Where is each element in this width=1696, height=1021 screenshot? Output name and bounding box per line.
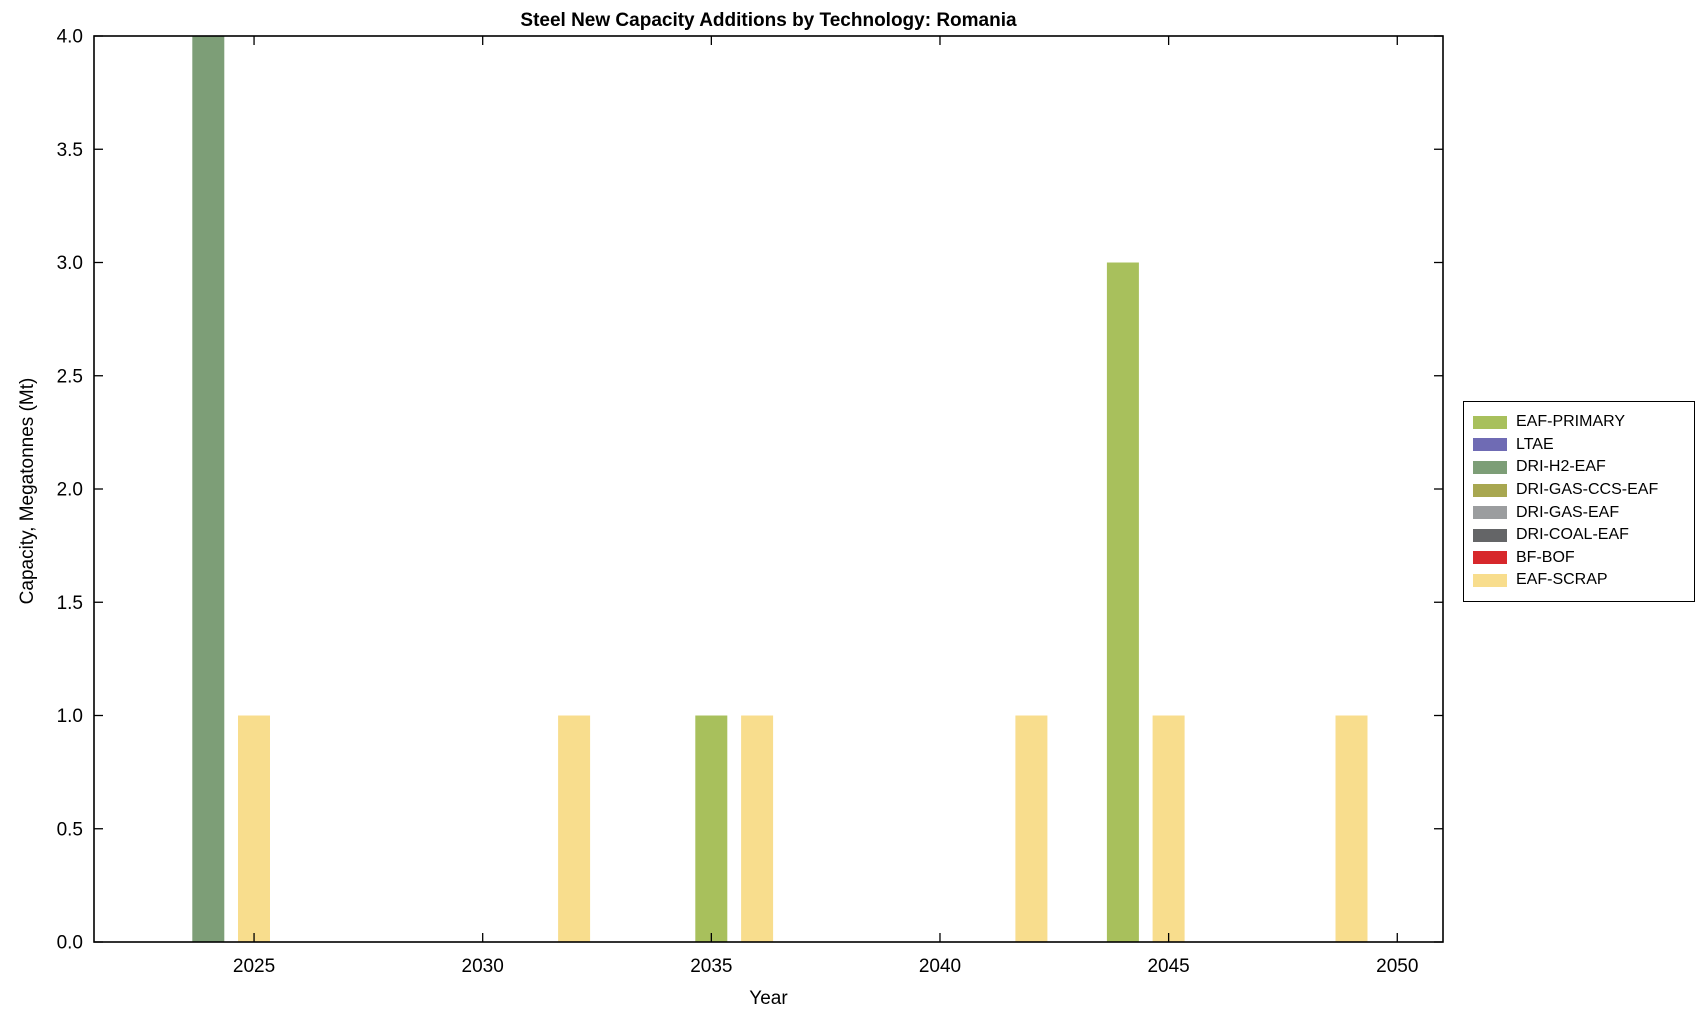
x-tick-label: 2045 xyxy=(1147,956,1189,977)
bar-eaf-scrap-2045 xyxy=(1152,715,1185,942)
y-tick-label: 3.0 xyxy=(57,253,83,274)
bar-eaf-scrap-2049 xyxy=(1335,715,1368,942)
legend-item-dri-gas-eaf: DRI-GAS-EAF xyxy=(1473,501,1684,524)
x-tick-label: 2040 xyxy=(919,956,961,977)
y-tick-label: 2.5 xyxy=(57,366,83,387)
y-tick-label: 2.0 xyxy=(57,480,83,501)
legend-label: DRI-GAS-CCS-EAF xyxy=(1516,481,1659,499)
legend-swatch-dri-gas-ccs-eaf xyxy=(1473,483,1507,497)
legend-swatch-dri-gas-eaf xyxy=(1473,506,1507,520)
x-tick-label: 2025 xyxy=(233,956,275,977)
legend-swatch-bf-bof xyxy=(1473,551,1507,565)
legend-swatch-eaf-scrap xyxy=(1473,573,1507,587)
legend-label: LTAE xyxy=(1516,435,1554,453)
bar-eaf-scrap-2036 xyxy=(741,715,774,942)
legend-item-eaf-primary: EAF-PRIMARY xyxy=(1473,411,1684,434)
legend-label: DRI-COAL-EAF xyxy=(1516,526,1629,544)
chart-title: Steel New Capacity Additions by Technolo… xyxy=(520,10,1017,31)
y-tick-label: 1.5 xyxy=(57,593,83,614)
bar-eaf-primary-2035 xyxy=(695,715,728,942)
x-tick-label: 2030 xyxy=(462,956,504,977)
legend-item-dri-coal-eaf: DRI-COAL-EAF xyxy=(1473,524,1684,547)
y-tick-label: 3.5 xyxy=(57,140,83,161)
legend-label: EAF-SCRAP xyxy=(1516,571,1608,589)
legend-item-dri-h2-eaf: DRI-H2-EAF xyxy=(1473,456,1684,479)
legend-swatch-dri-h2-eaf xyxy=(1473,460,1507,474)
bar-eaf-scrap-2042 xyxy=(1015,715,1048,942)
legend: EAF-PRIMARY LTAE DRI-H2-EAF DRI-GAS-CCS-EAF… xyxy=(1463,401,1695,602)
bar-eaf-scrap-2025 xyxy=(238,715,270,942)
legend-label: DRI-GAS-EAF xyxy=(1516,503,1620,521)
bar-dri-h2-eaf-2024 xyxy=(192,36,225,942)
x-axis-label: Year xyxy=(749,988,788,1009)
y-tick-label: 0.5 xyxy=(57,819,83,840)
legend-swatch-dri-coal-eaf xyxy=(1473,528,1507,542)
legend-item-eaf-scrap: EAF-SCRAP xyxy=(1473,569,1684,592)
bar-eaf-scrap-2032 xyxy=(558,715,591,942)
x-tick-label: 2050 xyxy=(1376,956,1418,977)
legend-item-ltae: LTAE xyxy=(1473,434,1684,457)
bar-eaf-primary-2044 xyxy=(1106,262,1139,942)
x-tick-label: 2035 xyxy=(690,956,732,977)
y-tick-label: 1.0 xyxy=(57,706,83,727)
legend-label: BF-BOF xyxy=(1516,548,1575,566)
legend-swatch-ltae xyxy=(1473,438,1507,452)
legend-item-bf-bof: BF-BOF xyxy=(1473,547,1684,570)
legend-swatch-eaf-primary xyxy=(1473,415,1507,429)
legend-label: DRI-H2-EAF xyxy=(1516,458,1606,476)
y-axis-label: Capacity, Megatonnes (Mt) xyxy=(17,377,38,605)
legend-item-dri-gas-ccs-eaf: DRI-GAS-CCS-EAF xyxy=(1473,479,1684,502)
legend-label: EAF-PRIMARY xyxy=(1516,413,1626,431)
y-tick-label: 4.0 xyxy=(57,27,83,48)
y-tick-label: 0.0 xyxy=(57,933,83,954)
